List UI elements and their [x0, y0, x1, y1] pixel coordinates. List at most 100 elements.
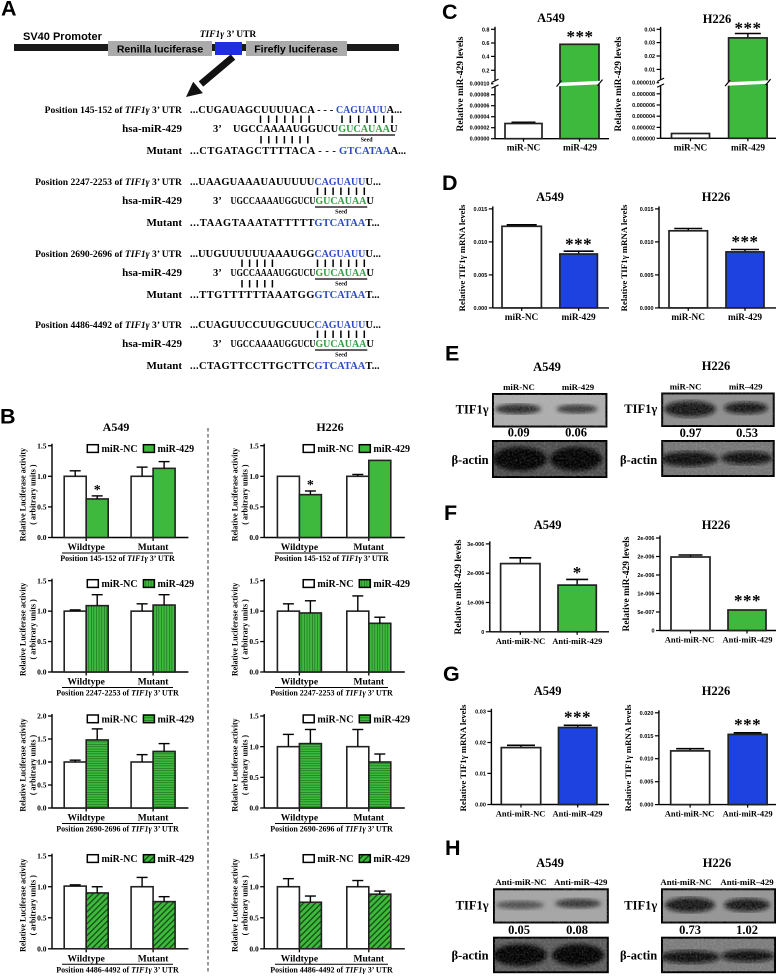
svg-text:miR-429: miR-429 [373, 715, 410, 726]
svg-text:0.4: 0.4 [482, 54, 491, 60]
svg-text:0.020: 0.020 [640, 711, 654, 717]
svg-text:1.0: 1.0 [37, 758, 47, 767]
svg-text:TIF1γ 3’ UTR: TIF1γ 3’ UTR [200, 30, 257, 40]
svg-text:3’: 3’ [213, 124, 222, 135]
svg-text:0.2: 0.2 [482, 68, 490, 74]
svg-text:U...: U... [365, 320, 381, 331]
svg-text:β-actin: β-actin [451, 949, 488, 963]
svg-text:0.02: 0.02 [475, 741, 486, 747]
svg-text:0.00010: 0.00010 [470, 82, 490, 88]
svg-text:Mutant: Mutant [138, 678, 169, 688]
svg-text:0.000: 0.000 [640, 306, 654, 312]
svg-text:( arbitrary units ): ( arbitrary units ) [29, 599, 38, 660]
svg-text:CAGUAUU: CAGUAUU [336, 105, 387, 116]
svg-text:0.010: 0.010 [640, 240, 654, 246]
svg-text:0.0: 0.0 [249, 804, 259, 813]
svg-text:Wildtype: Wildtype [281, 954, 318, 964]
svg-text:0.05: 0.05 [508, 923, 530, 937]
svg-text:Wildtype: Wildtype [281, 678, 318, 688]
svg-text:Wildtype: Wildtype [68, 678, 105, 688]
svg-text:0.09: 0.09 [508, 425, 530, 439]
svg-text:miR-429: miR-429 [731, 143, 765, 153]
svg-text:Mutant: Mutant [147, 360, 183, 372]
svg-text:miR-429: miR-429 [158, 715, 195, 726]
svg-text:GUCAUAA: GUCAUAA [315, 268, 366, 279]
svg-text:...CUAGUUCCUUGCUUC: ...CUAGUUCCUUGCUUC [190, 320, 314, 331]
svg-text:miR-NC: miR-NC [317, 854, 353, 865]
svg-text:Relative miR-429 levels: Relative miR-429 levels [454, 539, 464, 634]
svg-text:Mutant: Mutant [353, 678, 384, 688]
svg-text:F: F [444, 501, 457, 525]
svg-text:Relative miR-429 levels: Relative miR-429 levels [622, 536, 632, 631]
svg-text:2e-006: 2e-006 [637, 536, 654, 542]
svg-text:Relative TIF1γ mRNA levels: Relative TIF1γ mRNA levels [457, 204, 467, 311]
svg-text:E: E [445, 342, 459, 366]
svg-text:miR-429: miR-429 [728, 313, 762, 323]
svg-text:***: *** [734, 591, 761, 610]
svg-text:0.5: 0.5 [249, 913, 259, 922]
svg-text:0.000004: 0.000004 [632, 114, 656, 120]
svg-text:***: *** [732, 232, 759, 251]
svg-text:0.005: 0.005 [640, 273, 654, 279]
svg-text:0.5: 0.5 [37, 913, 47, 922]
svg-text:0.08: 0.08 [566, 923, 588, 937]
svg-text:Firefly luciferase: Firefly luciferase [254, 44, 338, 56]
svg-text:miR–429: miR–429 [729, 382, 763, 392]
svg-text:miR-NC: miR-NC [317, 444, 353, 455]
svg-text:1.0: 1.0 [249, 742, 259, 751]
svg-text:Anti-miR–429: Anti-miR–429 [720, 877, 774, 887]
svg-text:GTCATAA: GTCATAA [339, 146, 391, 157]
svg-text:Relative Luciferase activity: Relative Luciferase activity [231, 448, 240, 541]
svg-text:H226: H226 [703, 12, 731, 26]
svg-text:1.5: 1.5 [37, 851, 47, 860]
svg-text:Mutant: Mutant [353, 543, 384, 553]
svg-text:GTCATAA: GTCATAA [314, 361, 365, 372]
svg-text:Mutant: Mutant [147, 217, 183, 229]
svg-text:G: G [443, 662, 460, 686]
svg-text:Anti-miR-429: Anti-miR-429 [552, 636, 602, 646]
svg-text:miR-429: miR-429 [373, 854, 410, 865]
svg-text:0.000008: 0.000008 [632, 92, 655, 98]
svg-text:1.0: 1.0 [37, 472, 47, 481]
svg-text:0.04: 0.04 [644, 27, 656, 33]
svg-text:0.06: 0.06 [565, 425, 587, 439]
svg-text:Anti-miR-429: Anti-miR-429 [723, 809, 773, 819]
svg-text:Seed: Seed [361, 138, 374, 144]
svg-text:0.5: 0.5 [37, 637, 47, 646]
svg-text:1.0: 1.0 [249, 882, 259, 891]
svg-text:...TTGTTTTTTAAATGG: ...TTGTTTTTTAAATGG [190, 290, 314, 301]
svg-text:5e-007: 5e-007 [637, 610, 654, 616]
svg-text:miR-NC: miR-NC [102, 715, 138, 726]
svg-text:0.000: 0.000 [640, 803, 654, 809]
svg-text:T...: T... [365, 218, 379, 229]
svg-text:Mutant: Mutant [138, 954, 169, 964]
svg-text:Position 2247-2253 of TIF1γ 3’: Position 2247-2253 of TIF1γ 3’ UTR [35, 177, 183, 188]
svg-text:0.005: 0.005 [640, 780, 654, 786]
svg-text:H226: H226 [316, 420, 343, 434]
svg-text:A: A [1, 0, 17, 21]
svg-text:0.00006: 0.00006 [470, 104, 490, 110]
svg-text:TIF1γ: TIF1γ [456, 402, 489, 416]
svg-text:0.5: 0.5 [37, 503, 47, 512]
svg-text:UGCCAAAAUGGUCU: UGCCAAAAUGGUCU [233, 124, 339, 135]
svg-text:( arbitrary units ): ( arbitrary units ) [29, 464, 38, 525]
svg-text:0.000006: 0.000006 [632, 103, 655, 109]
svg-text:U: U [366, 196, 374, 207]
svg-text:1e-006: 1e-006 [637, 592, 654, 598]
svg-text:*: * [94, 483, 101, 498]
svg-text:1.0: 1.0 [249, 607, 259, 616]
svg-text:Relative Luciferase activity: Relative Luciferase activity [231, 859, 240, 952]
svg-text:U: U [366, 268, 374, 279]
svg-text:U...: U... [365, 249, 381, 260]
svg-text:3e-006: 3e-006 [467, 542, 484, 548]
svg-text:Relative TIF1γ mRNA levels: Relative TIF1γ mRNA levels [623, 704, 633, 811]
svg-text:0.000: 0.000 [474, 306, 488, 312]
svg-text:Wildtype: Wildtype [68, 543, 105, 553]
svg-text:0.015: 0.015 [640, 207, 654, 213]
svg-text:2e-006: 2e-006 [637, 573, 654, 579]
svg-text:0.0: 0.0 [37, 804, 47, 813]
svg-text:2e-006: 2e-006 [637, 555, 654, 561]
svg-text:miR-429: miR-429 [373, 579, 410, 590]
svg-text:0.73: 0.73 [679, 923, 701, 937]
svg-text:0.5: 0.5 [249, 773, 259, 782]
